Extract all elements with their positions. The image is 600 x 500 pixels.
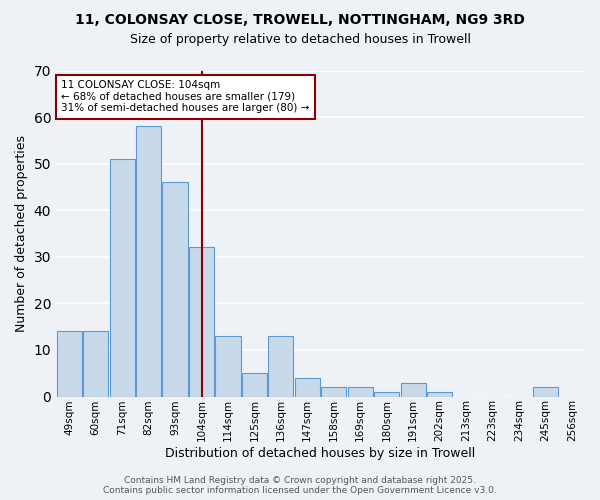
X-axis label: Distribution of detached houses by size in Trowell: Distribution of detached houses by size … bbox=[166, 447, 476, 460]
Text: Size of property relative to detached houses in Trowell: Size of property relative to detached ho… bbox=[130, 32, 470, 46]
Bar bbox=[136, 126, 161, 396]
Bar bbox=[83, 332, 108, 396]
Y-axis label: Number of detached properties: Number of detached properties bbox=[15, 135, 28, 332]
Bar bbox=[242, 374, 267, 396]
Bar bbox=[57, 332, 82, 396]
Bar bbox=[401, 382, 425, 396]
Bar bbox=[374, 392, 399, 396]
Bar bbox=[189, 248, 214, 396]
Bar bbox=[163, 182, 188, 396]
Bar bbox=[427, 392, 452, 396]
Bar bbox=[295, 378, 320, 396]
Bar bbox=[215, 336, 241, 396]
Text: 11 COLONSAY CLOSE: 104sqm
← 68% of detached houses are smaller (179)
31% of semi: 11 COLONSAY CLOSE: 104sqm ← 68% of detac… bbox=[61, 80, 310, 114]
Bar bbox=[321, 387, 346, 396]
Text: Contains HM Land Registry data © Crown copyright and database right 2025.
Contai: Contains HM Land Registry data © Crown c… bbox=[103, 476, 497, 495]
Text: 11, COLONSAY CLOSE, TROWELL, NOTTINGHAM, NG9 3RD: 11, COLONSAY CLOSE, TROWELL, NOTTINGHAM,… bbox=[75, 12, 525, 26]
Bar bbox=[533, 387, 558, 396]
Bar bbox=[347, 387, 373, 396]
Bar bbox=[268, 336, 293, 396]
Bar bbox=[110, 159, 135, 396]
